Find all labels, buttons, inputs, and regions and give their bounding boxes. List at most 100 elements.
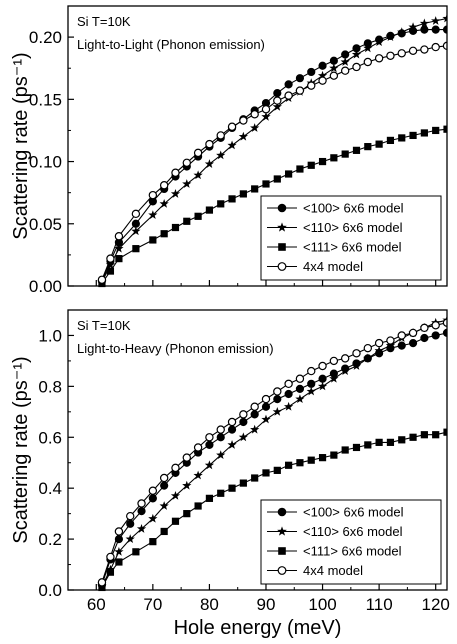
- marker-circle-open: [307, 81, 316, 90]
- marker-star: [170, 490, 181, 500]
- marker-square-filled: [364, 441, 372, 449]
- marker-circle-open: [261, 394, 271, 404]
- marker-circle-open: [182, 158, 191, 167]
- y-axis-title: Scattering rate (ps⁻¹): [10, 356, 32, 543]
- marker-star: [351, 361, 362, 370]
- marker-square-filled: [398, 436, 406, 444]
- marker-square-filled: [432, 126, 440, 135]
- marker-circle-open: [295, 86, 305, 95]
- marker-circle-open: [408, 46, 418, 56]
- marker-circle-open: [307, 366, 316, 376]
- marker-circle-open: [408, 328, 418, 338]
- y-tick-label: 0.05: [29, 215, 62, 234]
- marker-circle-open: [329, 71, 339, 80]
- marker-square-filled: [239, 190, 247, 198]
- marker-star: [340, 57, 350, 66]
- marker-circle-filled: [126, 519, 135, 528]
- marker-star: [204, 159, 215, 168]
- marker-star: [227, 440, 237, 449]
- marker-square-filled: [217, 489, 225, 497]
- marker-square-filled: [341, 150, 349, 158]
- marker-circle-open: [182, 453, 191, 462]
- marker-star: [277, 222, 287, 232]
- marker-square-filled: [273, 175, 281, 183]
- marker-circle-filled: [160, 481, 169, 490]
- marker-star: [125, 534, 135, 544]
- marker-circle-open: [239, 116, 248, 125]
- marker-circle-filled: [261, 402, 271, 411]
- y-axis-title: Scattering rate (ps⁻¹): [10, 52, 32, 239]
- marker-square-filled: [278, 547, 286, 555]
- marker-circle-open: [397, 331, 406, 340]
- marker-star: [114, 243, 124, 253]
- marker-star: [216, 150, 226, 160]
- y-tick-label: 0.00: [29, 277, 62, 296]
- marker-square-filled: [318, 454, 327, 462]
- plot-frame: [67, 309, 448, 591]
- marker-square-filled: [132, 548, 140, 556]
- marker-square-filled: [149, 236, 157, 244]
- marker-square-filled: [160, 230, 168, 238]
- legend-label: 4x4 model: [303, 259, 363, 274]
- marker-star: [329, 373, 339, 383]
- marker-circle-filled: [239, 417, 248, 427]
- marker-square-filled: [149, 538, 157, 546]
- legend: <100> 6x6 model <110> 6x6 model <111> 6x6 …: [260, 499, 442, 585]
- marker-square-filled: [420, 129, 428, 137]
- annotation-transition: Light-to-Light (Phonon emission): [77, 37, 265, 52]
- marker-square-filled: [132, 245, 140, 253]
- marker-circle-open: [352, 62, 361, 72]
- marker-square-filled: [375, 438, 383, 446]
- marker-square-filled: [239, 479, 247, 487]
- y-tick-label: 0.8: [38, 377, 62, 396]
- marker-star: [306, 386, 316, 396]
- legend-entry-4: 4x4 model: [267, 259, 363, 274]
- marker-star: [159, 199, 169, 208]
- marker-square-filled: [205, 206, 214, 214]
- marker-circle-open: [205, 433, 214, 442]
- marker-circle-open: [106, 254, 115, 263]
- marker-circle-open: [239, 410, 248, 419]
- series-2: [97, 315, 447, 591]
- marker-square-filled: [217, 200, 225, 208]
- marker-star: [114, 546, 124, 556]
- legend-entry-1: <100> 6x6 model: [267, 201, 404, 216]
- marker-circle-open: [97, 578, 107, 587]
- marker-square-filled: [183, 217, 191, 225]
- marker-square-filled: [409, 433, 417, 441]
- marker-circle-filled: [137, 506, 146, 516]
- marker-circle-open: [386, 51, 395, 60]
- marker-star: [204, 460, 215, 470]
- marker-square-filled: [251, 474, 259, 482]
- marker-star: [385, 32, 396, 42]
- marker-circle-open: [284, 379, 293, 389]
- x-tick-label: 110: [366, 595, 393, 614]
- marker-star: [238, 432, 248, 442]
- x-tick-label: 80: [200, 595, 219, 614]
- marker-circle-open: [277, 566, 287, 575]
- y-tick-label: 0.20: [29, 28, 62, 47]
- marker-circle-filled: [307, 67, 316, 77]
- marker-circle-filled: [273, 89, 282, 98]
- series-4: [97, 41, 447, 284]
- marker-circle-open: [171, 463, 180, 473]
- panel-top: 0.00 0.05 0.10 0.15 0.20 Scattering rate (ps⁻…: [10, 5, 448, 296]
- marker-circle-filled: [273, 394, 282, 404]
- marker-circle-open: [193, 148, 203, 158]
- marker-square-filled: [307, 161, 315, 169]
- marker-circle-open: [261, 105, 271, 114]
- marker-square-filled: [398, 134, 406, 142]
- marker-circle-open: [431, 321, 440, 330]
- marker-star: [216, 450, 226, 460]
- marker-circle-filled: [318, 61, 327, 70]
- marker-square-filled: [171, 517, 180, 525]
- marker-star: [182, 179, 192, 188]
- marker-star: [295, 394, 305, 404]
- marker-square-filled: [409, 131, 417, 140]
- y-tick-label: 0.4: [38, 479, 62, 498]
- marker-square-filled: [205, 494, 214, 502]
- marker-circle-open: [363, 57, 373, 67]
- marker-star: [261, 111, 271, 121]
- marker-circle-open: [250, 110, 259, 119]
- marker-circle-filled: [318, 374, 327, 383]
